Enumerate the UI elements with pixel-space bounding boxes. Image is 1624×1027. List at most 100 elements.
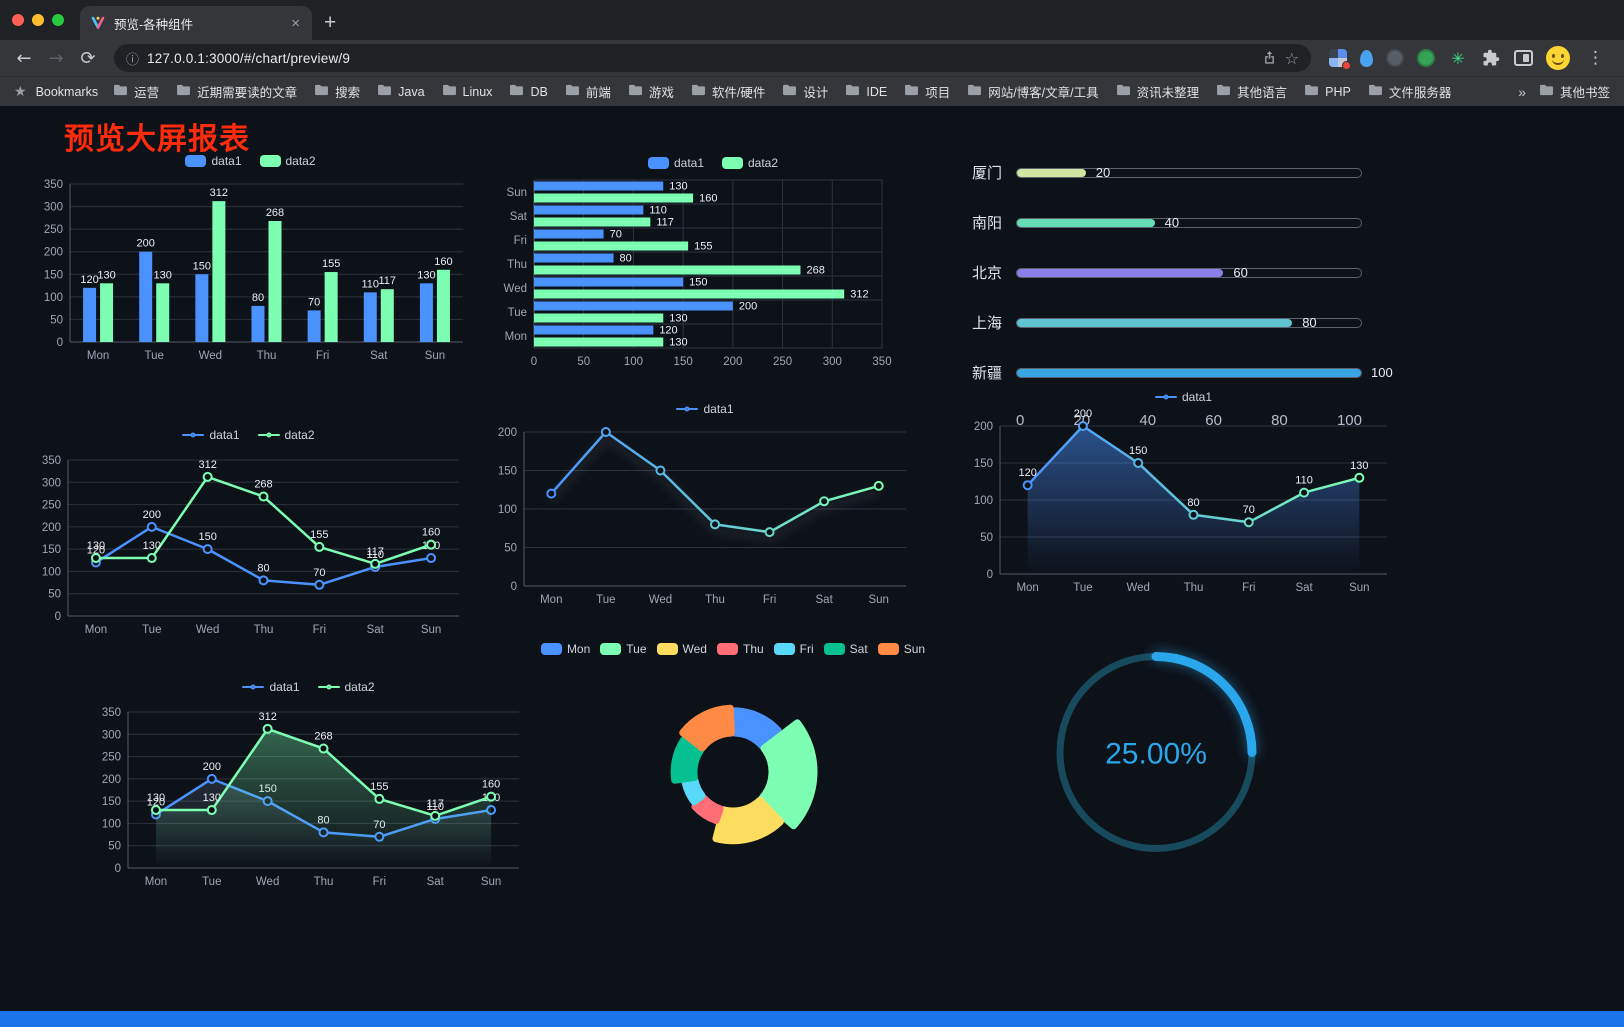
progress-row: 上海 80 bbox=[972, 312, 1362, 333]
legend-item[interactable]: Wed bbox=[656, 642, 707, 656]
legend-label: Sat bbox=[849, 642, 868, 656]
axis-grid: 0 50 100 150 200 250 300 350 Mon Tue Wed Thu Fri Sat S… bbox=[42, 455, 459, 636]
legend-item[interactable]: data1 bbox=[242, 680, 300, 694]
extension-icon-5[interactable]: ✳ bbox=[1451, 48, 1465, 68]
svg-text:130: 130 bbox=[669, 181, 687, 193]
svg-text:Sat: Sat bbox=[427, 876, 445, 888]
svg-text:25.00%: 25.00% bbox=[1105, 738, 1207, 771]
bookmark-item[interactable]: 资讯未整理 bbox=[1116, 82, 1199, 101]
bookmark-item[interactable]: 其他语言 bbox=[1216, 82, 1287, 101]
svg-text:Sat: Sat bbox=[370, 350, 388, 362]
legend-item[interactable]: Fri bbox=[773, 642, 814, 656]
svg-text:70: 70 bbox=[313, 567, 325, 579]
profile-avatar[interactable] bbox=[1546, 46, 1570, 70]
bookmark-item[interactable]: 设计 bbox=[782, 82, 828, 101]
chart-legend: data1 bbox=[490, 398, 920, 420]
svg-text:200: 200 bbox=[498, 427, 517, 439]
bookmark-label: 近期需要读的文章 bbox=[197, 86, 298, 100]
legend-item[interactable]: Mon bbox=[540, 642, 590, 656]
bookmark-item[interactable]: 软件/硬件 bbox=[691, 82, 765, 101]
forward-button[interactable]: → bbox=[48, 47, 64, 69]
back-button[interactable]: ← bbox=[16, 47, 32, 69]
other-bookmarks[interactable]: 其他书签 bbox=[1539, 82, 1610, 101]
share-icon[interactable] bbox=[1262, 50, 1277, 66]
chart-legend: data1 data2 bbox=[26, 424, 471, 446]
browser-tab[interactable]: 预览-各种组件 × bbox=[80, 6, 312, 40]
legend-item[interactable]: data1 bbox=[182, 428, 240, 442]
extension-icon-1[interactable] bbox=[1329, 49, 1351, 70]
folder-icon bbox=[509, 84, 524, 99]
legend-item[interactable]: data2 bbox=[257, 428, 315, 442]
legend-chip-icon bbox=[877, 643, 899, 655]
side-panel-icon[interactable] bbox=[1514, 50, 1533, 66]
minimize-window-button[interactable] bbox=[32, 14, 44, 26]
svg-text:50: 50 bbox=[50, 314, 63, 326]
reload-button[interactable]: ⟳ bbox=[80, 47, 96, 69]
svg-text:200: 200 bbox=[974, 421, 993, 433]
svg-text:312: 312 bbox=[198, 459, 216, 471]
extensions-menu-icon[interactable] bbox=[1481, 48, 1501, 68]
tab-favicon-icon bbox=[90, 15, 106, 31]
svg-text:150: 150 bbox=[198, 531, 216, 543]
bookmarks-star-icon[interactable]: ★ bbox=[14, 83, 27, 100]
legend-item[interactable]: data1 bbox=[185, 154, 242, 168]
legend-item[interactable]: data2 bbox=[259, 154, 316, 168]
svg-text:Sat: Sat bbox=[510, 211, 528, 223]
bookmark-item[interactable]: DB bbox=[509, 84, 548, 99]
legend-item[interactable]: data1 bbox=[676, 402, 734, 416]
bookmark-item[interactable]: IDE bbox=[845, 84, 887, 99]
extension-icon-3[interactable] bbox=[1386, 49, 1404, 67]
progress-value: 100 bbox=[1371, 364, 1393, 380]
bookmark-item[interactable]: PHP bbox=[1304, 84, 1351, 99]
tab-close-icon[interactable]: × bbox=[291, 14, 300, 32]
svg-text:70: 70 bbox=[308, 296, 320, 308]
legend-label: Thu bbox=[742, 642, 764, 656]
progress-value: 80 bbox=[1302, 314, 1317, 330]
extension-icon-4[interactable] bbox=[1417, 49, 1435, 67]
bookmark-item[interactable]: Linux bbox=[442, 84, 492, 99]
bookmark-star-icon[interactable]: ☆ bbox=[1284, 48, 1299, 68]
legend-line-icon bbox=[242, 684, 265, 690]
site-info-icon[interactable]: ⓘ bbox=[126, 52, 140, 68]
legend-item[interactable]: data1 bbox=[647, 156, 704, 170]
new-tab-button[interactable]: + bbox=[324, 11, 337, 34]
svg-text:200: 200 bbox=[203, 761, 221, 773]
tab-strip: 预览-各种组件 × + bbox=[0, 0, 1624, 40]
bookmark-item[interactable]: 项目 bbox=[904, 82, 950, 101]
svg-text:150: 150 bbox=[1129, 445, 1147, 457]
svg-text:Mon: Mon bbox=[145, 876, 167, 888]
bookmark-item[interactable]: 近期需要读的文章 bbox=[176, 82, 297, 101]
svg-text:350: 350 bbox=[42, 455, 61, 467]
bookmark-item[interactable]: Java bbox=[377, 84, 425, 99]
bookmark-item[interactable]: 游戏 bbox=[628, 82, 674, 101]
menu-kebab-icon[interactable]: ⋮ bbox=[1587, 48, 1604, 68]
progress-label: 厦门 bbox=[972, 165, 1003, 182]
bookmark-label: IDE bbox=[866, 84, 888, 99]
legend-item[interactable]: data2 bbox=[317, 680, 375, 694]
bookmark-item[interactable]: 搜索 bbox=[314, 82, 360, 101]
svg-text:268: 268 bbox=[806, 265, 824, 277]
progress-axis: 0 20 40 60 80 100 bbox=[1016, 412, 1362, 429]
bookmark-item[interactable]: 文件服务器 bbox=[1368, 82, 1451, 101]
zoom-window-button[interactable] bbox=[52, 14, 64, 26]
bookmarks-overflow-chevron[interactable]: » bbox=[1518, 83, 1526, 100]
legend-item[interactable]: Sat bbox=[823, 642, 868, 656]
bookmark-item[interactable]: 网站/博客/文章/工具 bbox=[967, 82, 1099, 101]
svg-text:50: 50 bbox=[48, 589, 61, 601]
chart-legend: Mon Tue Wed Thu Fri Sat Sun bbox=[518, 638, 948, 660]
legend-label: data1 bbox=[211, 154, 242, 168]
address-bar[interactable]: ⓘ 127.0.0.1:3000/#/chart/preview/9 ☆ bbox=[114, 44, 1311, 72]
bookmark-item[interactable]: 运营 bbox=[113, 82, 159, 101]
axis-tick: 100 bbox=[1336, 412, 1362, 429]
legend-item[interactable]: data1 bbox=[1154, 390, 1212, 404]
extension-icon-2[interactable] bbox=[1360, 49, 1373, 67]
bookmark-item[interactable]: 前端 bbox=[565, 82, 611, 101]
close-window-button[interactable] bbox=[12, 14, 24, 26]
svg-text:300: 300 bbox=[42, 477, 61, 489]
legend-item[interactable]: Thu bbox=[716, 642, 764, 656]
legend-item[interactable]: Sun bbox=[877, 642, 925, 656]
svg-text:Wed: Wed bbox=[504, 283, 527, 295]
legend-item[interactable]: data2 bbox=[722, 156, 778, 170]
legend-item[interactable]: Tue bbox=[600, 642, 647, 656]
chart-legend: data1 data2 bbox=[28, 150, 473, 172]
